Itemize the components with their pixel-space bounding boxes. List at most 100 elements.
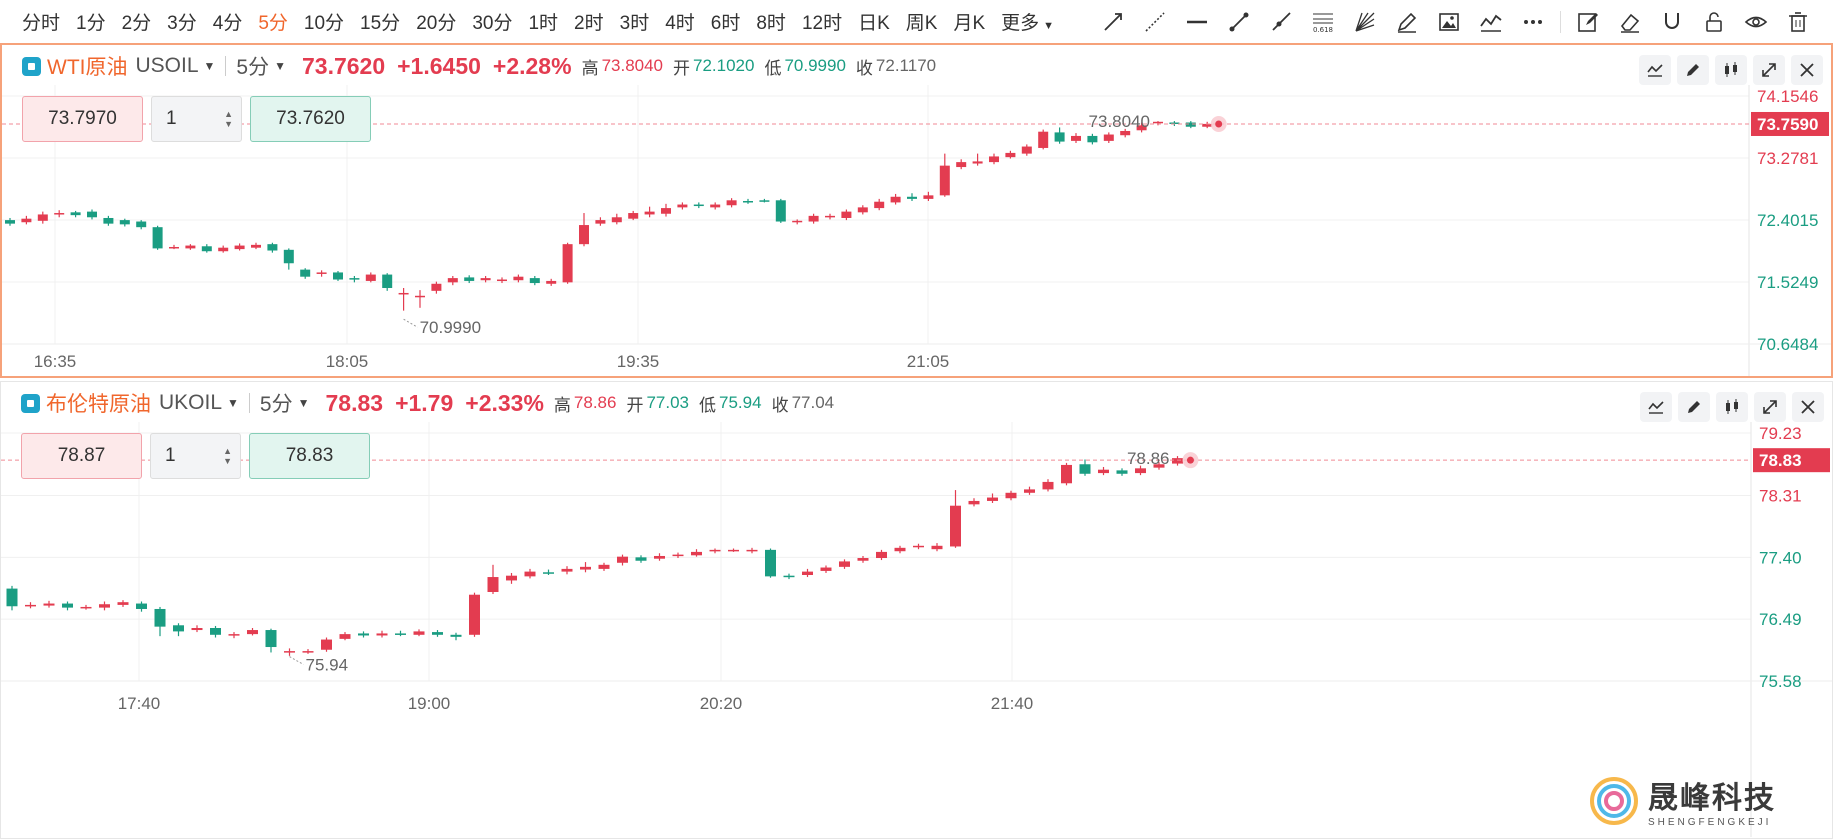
candle-body xyxy=(839,561,850,567)
period-selector[interactable]: 5分 xyxy=(259,393,293,416)
period-7[interactable]: 15分 xyxy=(360,13,401,34)
high-value: 78.86 xyxy=(573,393,617,412)
indicator-icon[interactable] xyxy=(1470,0,1512,44)
fibonacci-icon[interactable]: 0.618 xyxy=(1302,0,1344,44)
period-12[interactable]: 3时 xyxy=(619,13,650,34)
horizontal-line-icon[interactable] xyxy=(1176,0,1218,44)
usoil-chart-panel[interactable]: 74.1546 73.2781 72.4015 71.5249 70.6484 16:35… xyxy=(0,43,1833,378)
lock-icon[interactable] xyxy=(1693,0,1735,44)
sell-button[interactable]: 78.87 xyxy=(21,433,142,479)
magnet-icon[interactable] xyxy=(1651,0,1693,44)
period-8[interactable]: 20分 xyxy=(416,13,457,34)
candle-body xyxy=(70,212,81,216)
period-3[interactable]: 3分 xyxy=(167,13,197,34)
ray-icon[interactable] xyxy=(1260,0,1302,44)
period-13[interactable]: 4时 xyxy=(665,13,695,34)
symbol-code[interactable]: UKOIL xyxy=(159,391,223,414)
symbol-code[interactable]: USOIL xyxy=(135,54,199,77)
more-dots-icon[interactable] xyxy=(1512,0,1554,44)
sell-button[interactable]: 73.7970 xyxy=(22,96,143,142)
candle-body xyxy=(87,211,97,218)
period-19[interactable]: 月K xyxy=(953,13,986,34)
watermark: 晟峰科技 SHENGFENGKEJI xyxy=(1588,773,1776,828)
period-2[interactable]: 2分 xyxy=(121,13,152,34)
x-tick-label: 19:00 xyxy=(408,694,451,713)
candle-body xyxy=(743,201,753,203)
candle-body xyxy=(562,244,573,283)
candle-body xyxy=(1153,121,1163,124)
chevron-down-icon[interactable]: ▼ xyxy=(1043,20,1055,32)
period-1[interactable]: 1分 xyxy=(76,13,106,34)
chevron-down-icon[interactable]: ▼ xyxy=(274,59,286,73)
candle-body xyxy=(1153,464,1165,468)
candle-body xyxy=(950,505,961,547)
candle-body xyxy=(1087,135,1098,143)
extended-line-icon[interactable] xyxy=(1134,0,1176,44)
image-icon[interactable] xyxy=(1428,0,1470,44)
pen-icon[interactable] xyxy=(1677,55,1709,85)
period-10[interactable]: 1时 xyxy=(528,13,559,34)
segment-icon[interactable] xyxy=(1218,0,1260,44)
note-icon[interactable] xyxy=(1567,0,1609,44)
stepper-arrows-icon[interactable]: ▲ ▼ xyxy=(223,446,232,466)
period-14[interactable]: 6时 xyxy=(710,13,741,34)
candle-body xyxy=(765,549,776,577)
period-6[interactable]: 10分 xyxy=(303,13,345,34)
indicator-toggle-icon[interactable] xyxy=(1640,392,1672,422)
candle-body xyxy=(802,571,813,576)
candle-body xyxy=(487,577,499,592)
symbol-name[interactable]: 布伦特原油 xyxy=(46,393,151,416)
ukoil-candlestick-chart[interactable]: 79.23 78.31 77.40 76.49 75.58 17:40 19:00 20:20… xyxy=(1,382,1832,837)
chevron-down-icon[interactable]: ▼ xyxy=(227,396,239,410)
low-label: 低 xyxy=(764,58,782,78)
pen-icon[interactable] xyxy=(1678,392,1710,422)
stepper-arrows-icon[interactable]: ▲ ▼ xyxy=(224,109,233,129)
trend-line-icon[interactable] xyxy=(1092,0,1134,44)
period-9[interactable]: 30分 xyxy=(472,13,513,34)
buy-button[interactable]: 73.7620 xyxy=(250,96,371,142)
close-icon[interactable] xyxy=(1791,55,1823,85)
expand-icon[interactable] xyxy=(1754,392,1786,422)
candle-body xyxy=(365,274,376,281)
candle-body xyxy=(677,204,688,208)
gann-fan-icon[interactable] xyxy=(1344,0,1386,44)
quantity-stepper[interactable]: 1 ▲ ▼ xyxy=(151,96,242,142)
period-5[interactable]: 5分 xyxy=(258,13,288,34)
period-20[interactable]: 更多 ▼ xyxy=(1001,13,1055,34)
brush-icon[interactable] xyxy=(1386,0,1428,44)
period-selector[interactable]: 5分 xyxy=(236,56,270,79)
period-4[interactable]: 4分 xyxy=(212,13,243,34)
symbol-name[interactable]: WTI原油 xyxy=(47,56,128,79)
period-16[interactable]: 12时 xyxy=(801,13,843,34)
quantity-stepper[interactable]: 1 ▲ ▼ xyxy=(150,433,241,479)
trash-icon[interactable] xyxy=(1777,0,1819,44)
candle-body xyxy=(611,217,622,223)
candle-body xyxy=(450,634,462,637)
current-price-tag-label: 78.83 xyxy=(1759,451,1802,470)
indicator-toggle-icon[interactable] xyxy=(1639,55,1671,85)
quantity-value[interactable]: 1 xyxy=(165,445,176,466)
period-0[interactable]: 分时 xyxy=(22,13,61,34)
period-15[interactable]: 8时 xyxy=(756,13,786,34)
eye-icon[interactable] xyxy=(1735,0,1777,44)
period-17[interactable]: 日K xyxy=(858,13,890,34)
candle-body xyxy=(939,165,950,196)
usoil-candlestick-chart[interactable]: 74.1546 73.2781 72.4015 71.5249 70.6484 16:35… xyxy=(2,45,1831,376)
candle-type-icon[interactable] xyxy=(1716,392,1748,422)
chevron-down-icon[interactable]: ▼ xyxy=(203,59,216,73)
buy-button[interactable]: 78.83 xyxy=(249,433,370,479)
period-18[interactable]: 周K xyxy=(905,13,938,34)
quantity-value[interactable]: 1 xyxy=(166,108,177,129)
x-tick-label: 19:35 xyxy=(617,352,660,371)
candle-type-icon[interactable] xyxy=(1715,55,1747,85)
candle-body xyxy=(1116,470,1128,474)
close-icon[interactable] xyxy=(1792,392,1824,422)
candle-body xyxy=(201,246,212,252)
candle-body xyxy=(447,278,458,283)
period-11[interactable]: 2时 xyxy=(574,13,604,34)
expand-icon[interactable] xyxy=(1753,55,1785,85)
chevron-down-icon[interactable]: ▼ xyxy=(297,396,310,410)
ukoil-chart-panel[interactable]: 79.23 78.31 77.40 76.49 75.58 17:40 19:00 20:20… xyxy=(0,381,1833,839)
eraser-icon[interactable] xyxy=(1609,0,1651,44)
candle-body xyxy=(1021,146,1032,154)
